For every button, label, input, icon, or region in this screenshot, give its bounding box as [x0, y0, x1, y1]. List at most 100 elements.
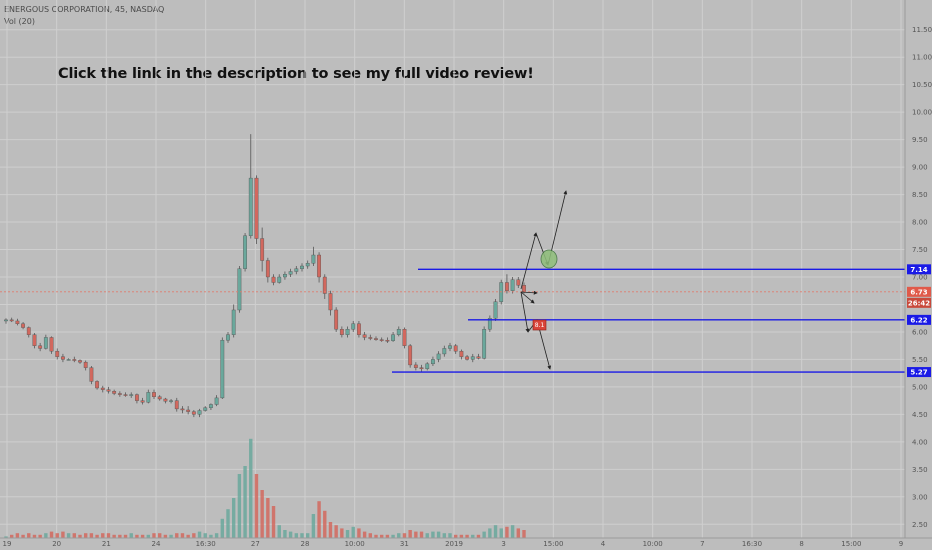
candle-body: [243, 235, 247, 269]
candle-body: [442, 348, 447, 355]
volume-bar: [95, 534, 99, 538]
volume-bar: [266, 498, 270, 538]
volume-bar: [283, 530, 287, 538]
volume-bar: [112, 534, 116, 538]
y-tick-label: 9.50: [912, 136, 928, 144]
projection-arrow: [520, 232, 538, 290]
candle-body: [419, 367, 424, 369]
volume-bar: [203, 533, 207, 538]
volume-bar: [311, 514, 316, 538]
candle-body: [317, 254, 321, 278]
candle-body: [146, 392, 151, 403]
candle-body: [254, 177, 259, 239]
candle-body: [191, 411, 196, 415]
volume-bar: [368, 533, 373, 538]
level-price-tag: [907, 367, 931, 378]
candle-body: [89, 367, 94, 382]
projection-arrow: [520, 291, 535, 304]
volume-bar: [180, 533, 185, 538]
volume-bar: [294, 533, 299, 538]
candle-body: [15, 320, 20, 324]
volume-bar: [83, 533, 88, 538]
candle-body: [305, 263, 310, 267]
volume-bar: [44, 533, 48, 538]
y-tick-label: 4.50: [912, 411, 928, 419]
volume-bar: [345, 530, 350, 538]
x-tick-label: 8: [799, 540, 803, 548]
current-price-label: 6.73: [910, 288, 927, 296]
candle-body: [129, 394, 134, 396]
volume-bar: [436, 531, 441, 538]
candle-body: [135, 394, 139, 401]
candle-body: [448, 345, 452, 349]
candle-body: [265, 260, 270, 278]
candle-body: [43, 337, 48, 349]
candle-body: [112, 391, 117, 394]
candle-body: [374, 338, 378, 340]
volume-bar: [260, 490, 264, 538]
y-tick-label: 3.50: [912, 466, 928, 474]
target-circle: [540, 249, 558, 269]
level-price-label: 5.27: [910, 369, 927, 377]
volume-bar: [305, 533, 310, 538]
candle-body: [157, 396, 162, 400]
volume-bar: [522, 530, 526, 538]
candle-body: [334, 309, 339, 330]
y-tick-label: 10.50: [912, 81, 932, 89]
volume-bar: [61, 531, 65, 538]
volume-bar: [175, 533, 179, 538]
candle-body: [339, 329, 344, 335]
y-tick-label: 8.50: [912, 191, 928, 199]
y-tick-label: 6.00: [912, 328, 928, 336]
candle-body: [379, 339, 384, 341]
candle-body: [197, 410, 202, 415]
volume-bar: [374, 534, 378, 538]
x-tick-label: 4: [601, 540, 606, 548]
volume-bar: [192, 533, 196, 538]
candle-body: [180, 408, 185, 411]
countdown-label: 26:42: [908, 299, 930, 307]
volume-bar: [317, 501, 321, 538]
y-tick-label: 5.50: [912, 356, 928, 364]
candle-body: [385, 339, 390, 342]
candle-body: [465, 356, 469, 360]
volume-bar: [38, 534, 42, 538]
volume-indicator-label: Vol (20): [4, 17, 35, 26]
volume-bar: [499, 528, 503, 538]
volume-bar: [163, 534, 168, 538]
volume-bar: [323, 510, 327, 538]
volume-bar: [476, 534, 481, 538]
candle-body: [322, 276, 327, 294]
candle-body: [362, 334, 367, 338]
level-price-label: 7.14: [910, 266, 927, 274]
candlesticks: [4, 134, 526, 418]
candle-body: [288, 271, 293, 275]
volume-bar: [72, 533, 77, 538]
candle-body: [248, 177, 253, 236]
candle-body: [493, 301, 498, 319]
projection-arrow: [520, 291, 530, 333]
candle-body: [140, 400, 145, 403]
volume-bar: [197, 531, 202, 538]
volume-bar: [157, 533, 162, 538]
volume-bar: [391, 534, 395, 538]
volume-bar: [328, 522, 333, 538]
volume-bar: [106, 533, 111, 538]
level-price-tag: [907, 264, 931, 275]
candle-body: [459, 350, 464, 357]
volume-bar: [4, 536, 8, 538]
volume-bar: [226, 509, 230, 538]
volume-bar: [129, 533, 133, 538]
volume-bar: [169, 534, 173, 538]
y-tick-label: 11.00: [912, 54, 932, 62]
volume-bar: [402, 533, 407, 538]
volume-bar: [146, 534, 151, 538]
candle-body: [345, 329, 350, 335]
volume-bar: [237, 474, 242, 538]
y-tick-label: 8.00: [912, 219, 928, 227]
drawing-tools[interactable]: 8.1: [0, 190, 905, 373]
volume-bar: [49, 531, 54, 538]
candle-body: [32, 334, 37, 346]
